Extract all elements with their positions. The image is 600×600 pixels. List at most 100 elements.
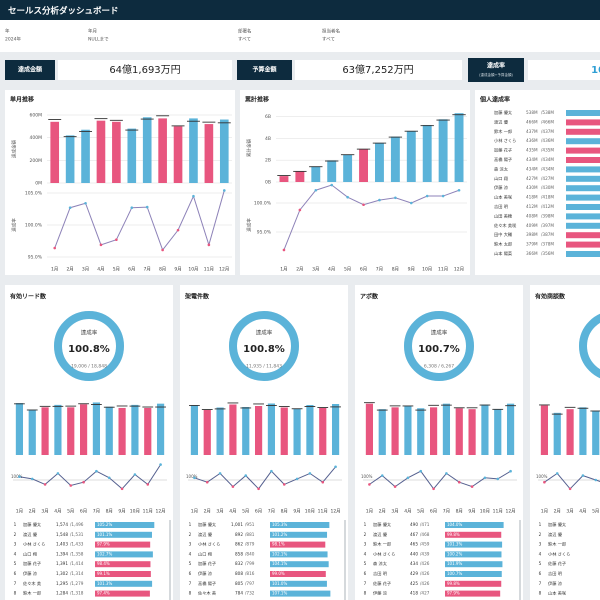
rank-name: 山口 翔 (494, 175, 508, 182)
rate-point (483, 476, 487, 480)
y-tick-label: 0M (35, 181, 42, 187)
table-target: /881 (245, 532, 255, 537)
rank-actual: 466M (526, 119, 538, 124)
bar (144, 407, 152, 455)
donut-caption: 達成率 (431, 329, 448, 337)
table-target: /840 (245, 551, 255, 556)
rate-point (368, 483, 371, 486)
reference-label: 100% (536, 474, 548, 479)
rank-actual: 434M (526, 166, 538, 171)
y-axis-label: 達成率 (246, 218, 253, 232)
x-tick-label: 1月 (366, 509, 373, 515)
table-name: 鈴木 一郎 (373, 541, 391, 548)
table-name: 加藤 花子 (23, 560, 41, 567)
table-rank: 3 (539, 542, 542, 547)
table-target: /732 (245, 591, 255, 596)
kpi-value: 64億1,693万円 (109, 63, 180, 76)
bar (343, 154, 353, 182)
table-actual: 1,403 (56, 542, 68, 547)
x-tick-label: 1月 (51, 267, 58, 273)
table-name: 吉田 明 (548, 571, 562, 577)
table-name: 加藤 優太 (23, 521, 42, 528)
filter-value[interactable]: NULLまで (88, 37, 109, 43)
rate-bar (95, 551, 153, 558)
rate-point (282, 248, 286, 252)
table-name: 伊藤 涼 (198, 570, 213, 577)
bar (579, 407, 587, 455)
bar (156, 403, 165, 455)
rate-point (159, 463, 162, 466)
rank-name: 森 涼太 (494, 165, 509, 172)
rate-label: 98.4% (97, 561, 110, 566)
bar (190, 405, 199, 455)
filter-value[interactable]: すべて (322, 36, 335, 43)
table-actual: 832 (235, 561, 243, 566)
rate-bar (445, 571, 502, 577)
table-name: 渡辺 優 (23, 531, 38, 538)
rate-point (298, 208, 302, 212)
table-rank: 1 (14, 522, 17, 527)
x-tick-label: 8月 (159, 267, 166, 273)
rate-point (146, 483, 150, 486)
rank-actual: 418M (526, 195, 538, 200)
bar (81, 129, 90, 183)
x-tick-label: 5月 (242, 509, 249, 515)
x-tick-label: 12月 (330, 509, 340, 515)
table-rank: 3 (364, 542, 367, 547)
rate-bar (270, 580, 327, 587)
kpi-label: 達成率 (487, 62, 505, 70)
y-tick-label: 95.0% (257, 230, 272, 236)
rate-point (432, 487, 435, 491)
y-tick-label: 4B (265, 136, 271, 142)
rate-point (380, 474, 384, 477)
table-rank: 6 (189, 571, 192, 576)
scrollbar (344, 520, 346, 600)
rate-point (130, 206, 134, 210)
x-tick-label: 11月 (438, 267, 448, 273)
rank-actual: 412M (526, 204, 538, 209)
rate-point (43, 483, 47, 486)
table-rank: 1 (539, 522, 542, 527)
rate-point (457, 480, 461, 484)
panel-title: 累計推移 (245, 96, 269, 104)
x-tick-label: 5月 (592, 509, 599, 515)
rank-name: 吉田 明 (494, 204, 508, 210)
table-actual: 490 (410, 522, 418, 527)
table-name: 小林 さくら (548, 550, 570, 557)
donut-detail: 19,006 / 18,848 (71, 364, 107, 370)
rate-line (194, 466, 336, 490)
bar (204, 124, 214, 183)
kpi-value: 100.7% (591, 65, 600, 76)
bar (105, 406, 113, 455)
bar (118, 407, 126, 455)
filter-value[interactable]: 2024年 (5, 36, 21, 43)
table-rank: 7 (189, 581, 192, 586)
x-tick-label: 3月 (216, 509, 223, 515)
rank-actual: 427M (526, 176, 538, 181)
table-name: 渡辺 優 (373, 531, 388, 538)
rate-point (393, 485, 397, 488)
rank-target: /437M (541, 129, 554, 134)
rank-actual: 409M (526, 223, 538, 228)
y-tick-label: 100.0% (25, 223, 43, 229)
x-tick-label: 2月 (296, 267, 303, 273)
rank-bar (566, 110, 600, 116)
x-tick-label: 7月 (268, 509, 275, 515)
rate-point (244, 474, 248, 477)
x-tick-label: 6月 (80, 509, 87, 515)
bar (242, 407, 250, 455)
table-target: /468 (420, 532, 430, 537)
x-tick-label: 3月 (391, 509, 398, 515)
filter-label: 担当者名 (322, 28, 340, 35)
bar (311, 166, 321, 182)
table-target: /1,318 (70, 591, 84, 596)
y-tick-label: 6B (265, 114, 271, 120)
x-tick-label: 10月 (188, 267, 198, 273)
x-tick-label: 10月 (305, 509, 315, 515)
bar (455, 408, 463, 455)
x-tick-label: 11月 (204, 267, 214, 273)
filter-value[interactable]: すべて (238, 36, 251, 43)
rate-label: 101.2% (272, 532, 287, 537)
table-rank: 4 (364, 551, 367, 556)
donut-arc (579, 311, 600, 381)
